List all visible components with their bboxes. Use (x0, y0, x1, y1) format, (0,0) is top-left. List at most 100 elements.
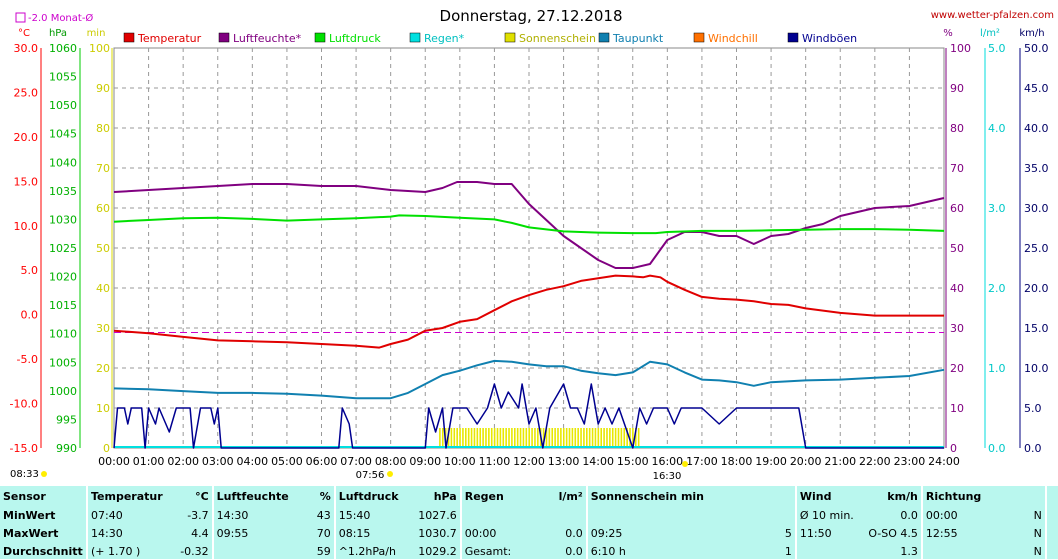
legend-swatch (314, 32, 326, 43)
minutes-tick-label: 80 (96, 122, 110, 135)
pressure-tick-label: 1005 (49, 356, 77, 369)
pressure-tick-label: 1055 (49, 71, 77, 84)
pressure-tick-label: 1030 (49, 213, 77, 226)
sunshine-bars (439, 428, 640, 448)
sunshine-bar (568, 428, 571, 448)
sunshine-bar (554, 428, 556, 448)
wind-tick-label: 5.0 (1024, 402, 1042, 415)
rain-tick-label: 0.0 (988, 442, 1006, 455)
legend-swatch (218, 32, 230, 43)
pressure-tick-label: 995 (56, 413, 77, 426)
time-tick-label: 10:00 (444, 455, 476, 468)
sunshine-bar (485, 428, 487, 448)
sunshine-bar (557, 428, 559, 448)
pressure-tick-label: 1045 (49, 128, 77, 141)
sunshine-bar (603, 428, 605, 448)
rain-tick-label: 2.0 (988, 282, 1006, 295)
cell-temp-time: (+ 1.70 ) (86, 542, 166, 560)
time-tick-label: 14:00 (582, 455, 614, 468)
hdr-humidity: Luftfeuchte (211, 486, 292, 506)
axis-time: 00:00 01:00 02:00 03:00 04:00 05:00 06:00 07:00… (98, 455, 960, 468)
axis-wind: 50.0 45.0 40.0 35.0 30.0 25.0 20.0 15.0 10.0 5.0 0… (1024, 42, 1049, 455)
time-tick-label: 16:00 (651, 455, 683, 468)
sunshine-bar (591, 428, 594, 448)
time-tick-label: 06:00 (306, 455, 338, 468)
legend-swatch (409, 32, 421, 43)
time-tick-label: 18:00 (721, 455, 753, 468)
sunshine-bar (473, 428, 476, 448)
sunshine-bar (490, 428, 493, 448)
time-tick-label: 20:00 (790, 455, 822, 468)
row-label: MaxWert (3, 526, 59, 540)
legend-item: Sonnenschein (504, 32, 596, 45)
sunshine-bar (545, 428, 548, 448)
monthly-avg-label: -2.0 Monat-Ø (15, 12, 93, 24)
pressure-tick-label: 990 (56, 442, 77, 455)
unit-minutes: min (87, 28, 106, 39)
minutes-tick-label: 10 (96, 402, 110, 415)
series-lines (113, 181, 945, 449)
cell-temp-time: 07:40 (86, 506, 166, 524)
percent-tick-label: 50 (950, 242, 964, 255)
cell-rain-time (459, 506, 528, 524)
stats-header-row: Sensor Temperatur °C Luftfeuchte % Luftd… (0, 486, 1058, 506)
sunshine-bar (488, 428, 490, 448)
sunshine-bar (562, 428, 565, 448)
monthly-avg-text: -2.0 Monat-Ø (28, 12, 93, 24)
unit-pressure: hPa (49, 28, 67, 39)
rain-tick-label: 4.0 (988, 122, 1006, 135)
cell-temp: -3.7 (187, 508, 209, 522)
pressure-tick-label: 1025 (49, 242, 77, 255)
wind-tick-label: 10.0 (1024, 362, 1049, 375)
legend-label: Luftdruck (329, 32, 381, 45)
legend-swatch (504, 32, 516, 43)
row-label: Durchschnitt (3, 544, 83, 558)
sunshine-bar (580, 428, 582, 448)
cell-rain-time: 00:00 (459, 524, 528, 542)
sunshine-bar (505, 428, 507, 448)
sunshine-bar (632, 428, 634, 448)
hdr-direction: Richtung (920, 486, 999, 506)
time-tick-label: 04:00 (236, 455, 268, 468)
sunshine-bar (508, 428, 510, 448)
minutes-tick-label: 0 (103, 442, 110, 455)
sunshine-bar (453, 428, 456, 448)
minutes-tick-label: 100 (89, 42, 110, 55)
time-tick-label: 15:00 (617, 455, 649, 468)
sunshine-bar (571, 428, 574, 448)
temp-tick-label: 10.0 (14, 220, 39, 233)
cell-wind-label (794, 542, 859, 560)
sunshine-bar (470, 428, 473, 448)
grid (114, 48, 944, 448)
cell-hum: 70 (316, 526, 331, 540)
series-line-luftdruck (113, 214, 945, 235)
legend-label: Sonnenschein (519, 32, 596, 45)
percent-tick-label: 30 (950, 322, 964, 335)
website-link[interactable]: www.wetter-pfalzen.com (931, 10, 1054, 21)
wind-tick-label: 35.0 (1024, 162, 1049, 175)
cell-rain: 0.0 (565, 544, 583, 558)
temp-tick-label: 20.0 (14, 131, 39, 144)
series-line-luftfeuchte (113, 181, 945, 269)
cell-wind: 0.0 (900, 508, 918, 522)
temp-tick-label: 25.0 (14, 86, 39, 99)
time-tick-label: 13:00 (548, 455, 580, 468)
sunshine-bar (459, 428, 461, 448)
sunshine-bar (583, 428, 585, 448)
cell-sun-time (585, 506, 744, 524)
percent-tick-label: 0 (950, 442, 957, 455)
time-tick-label: 00:00 (98, 455, 130, 468)
legend-item: Regen* (409, 32, 465, 45)
legend-label: Windböen (802, 32, 857, 45)
percent-tick-label: 60 (950, 202, 964, 215)
sunshine-bar (441, 428, 444, 448)
minutes-tick-label: 30 (96, 322, 110, 335)
sunshine-bar (516, 428, 519, 448)
hdr-temperature: Temperatur (86, 486, 166, 506)
pressure-tick-label: 1020 (49, 271, 77, 284)
sunshine-bar (606, 428, 608, 448)
temp-tick-label: -15.0 (10, 442, 38, 455)
legend-swatch (787, 32, 799, 43)
cell-sun-time: 09:25 (585, 524, 744, 542)
